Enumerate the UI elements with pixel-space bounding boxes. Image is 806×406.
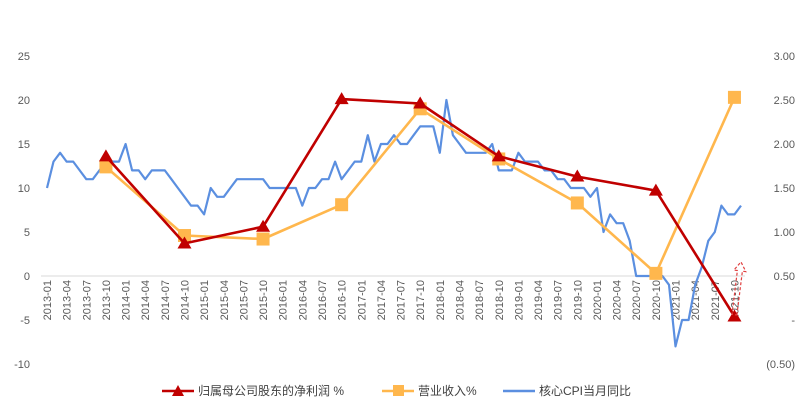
x-tick-label: 2014-10 (179, 280, 191, 320)
series-1 (99, 90, 741, 280)
right-tick-label: 1.00 (774, 227, 795, 239)
right-tick-label: 1.50 (774, 183, 795, 195)
x-tick-label: 2020-01 (592, 280, 604, 320)
left-tick-label: 10 (18, 183, 30, 195)
series-layer (45, 90, 742, 348)
x-tick-label: 2015-07 (238, 280, 250, 320)
x-tick-label: 2020-04 (612, 280, 624, 320)
square-point (649, 266, 663, 280)
x-tick-label: 2020-07 (631, 280, 643, 320)
left-tick-label: 0 (24, 271, 30, 283)
x-tick-label: 2019-01 (513, 280, 525, 320)
x-tick-label: 2018-07 (474, 280, 486, 320)
right-tick-label: 0.50 (774, 271, 795, 283)
square-point (727, 90, 741, 104)
square-point (570, 196, 584, 210)
x-tick-label: 2013-10 (101, 280, 113, 320)
right-tick-label: 2.50 (774, 95, 795, 107)
right-tick-label: 3.00 (774, 51, 795, 63)
square-point (99, 160, 113, 174)
series-line (105, 96, 736, 275)
series-line (45, 98, 742, 348)
x-tick-label: 2019-07 (553, 280, 565, 320)
x-tick-label: 2020-10 (651, 280, 663, 320)
x-tick-label: 2017-04 (376, 280, 388, 320)
triangle-point (256, 219, 271, 232)
legend-label-core-cpi: 核心CPI当月同比 (539, 384, 631, 398)
x-tick-label: 2016-04 (297, 280, 309, 320)
x-tick-label: 2013-04 (62, 280, 74, 320)
triangle-point (648, 183, 663, 196)
x-tick-label: 2014-01 (121, 280, 133, 320)
x-tick-label: 2017-01 (356, 280, 368, 320)
legend-item-net-profit: 归属母公司股东的净利润 % (162, 383, 344, 398)
right-tick-label: (0.50) (766, 359, 795, 371)
left-tick-label: 20 (18, 95, 30, 107)
x-tick-label: 2019-10 (572, 280, 584, 320)
x-tick-label: 2018-10 (494, 280, 506, 320)
right-tick-label: 2.00 (774, 139, 795, 151)
triangle-point (98, 149, 113, 162)
triangle-point (727, 309, 742, 322)
left-tick-label: 25 (18, 51, 30, 63)
legend-item-revenue: 营业收入% (382, 384, 477, 398)
x-tick-label: 2016-01 (278, 280, 290, 320)
legend-label-net-profit: 归属母公司股东的净利润 % (198, 383, 344, 398)
right-tick-label: - (791, 315, 795, 327)
square-point (256, 232, 270, 246)
x-tick-label: 2014-07 (160, 280, 172, 320)
x-tick-label: 2014-04 (140, 280, 152, 320)
x-tick-label: 2013-07 (81, 280, 93, 320)
x-tick-label: 2018-01 (435, 280, 447, 320)
triangle-marker-icon (172, 385, 184, 396)
series-2 (45, 98, 742, 348)
legend-label-revenue: 营业收入% (418, 384, 477, 398)
x-tick-label: 2018-04 (454, 280, 466, 320)
left-tick-label: 5 (24, 227, 30, 239)
x-tick-label: 2015-10 (258, 280, 270, 320)
x-tick-label: 2015-04 (219, 280, 231, 320)
square-marker-icon (393, 385, 404, 396)
x-tick-label: 2019-04 (533, 280, 545, 320)
x-tick-label: 2016-10 (337, 280, 349, 320)
x-tick-label: 2015-01 (199, 280, 211, 320)
x-axis-ticks: 2013-01 2013-04 2013-07 2013-10 2014-01 2014-… (42, 280, 741, 320)
right-axis-ticks: 3.00 2.50 2.00 1.50 1.00 0.50 - (0.50) (766, 51, 795, 371)
triangle-point (413, 96, 428, 109)
series-0 (98, 92, 742, 322)
legend: 归属母公司股东的净利润 % 营业收入% 核心CPI当月同比 (162, 383, 631, 398)
x-tick-label: 2013-01 (42, 280, 54, 320)
square-point (335, 198, 349, 212)
x-tick-label: 2021-01 (671, 280, 683, 320)
left-tick-label: 15 (18, 139, 30, 151)
left-tick-label: -5 (20, 315, 30, 327)
left-axis-ticks: 25 20 15 10 5 0 -5 -10 (14, 51, 30, 371)
triangle-point (491, 149, 506, 162)
triangle-point (334, 92, 349, 105)
x-tick-label: 2017-07 (396, 280, 408, 320)
x-tick-label: 2016-07 (317, 280, 329, 320)
triangle-point (177, 236, 192, 249)
left-tick-label: -10 (14, 359, 30, 371)
x-tick-label: 2017-10 (415, 280, 427, 320)
triangle-point (570, 169, 585, 182)
legend-item-core-cpi: 核心CPI当月同比 (503, 384, 631, 398)
